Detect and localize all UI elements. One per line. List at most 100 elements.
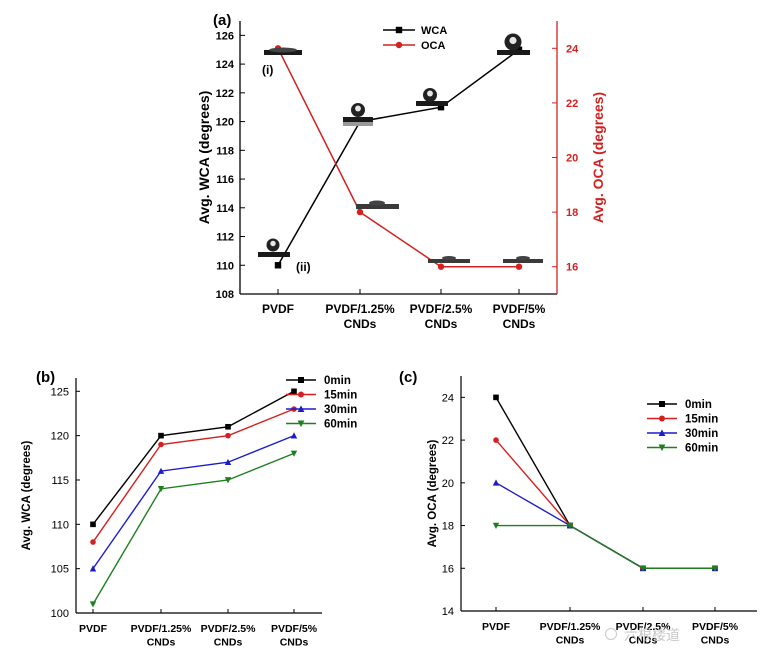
y-tick-label: 105 [51, 564, 69, 576]
data-point-0min [493, 394, 499, 401]
legend-marker [658, 444, 666, 452]
substrate-image [428, 259, 470, 263]
data-point-60min [492, 522, 500, 529]
x-tick-label: CNDs [147, 637, 176, 649]
y-tick-label: 112 [216, 232, 234, 244]
panel-label: (a) [213, 12, 231, 29]
legend-label: 60min [324, 419, 357, 431]
x-tick-label: PVDF [79, 623, 108, 635]
data-point-15min [225, 432, 231, 439]
data-point-oca [437, 263, 445, 270]
flat-droplet-image [516, 256, 530, 260]
data-point-oca [515, 263, 523, 270]
legend-label: 15min [324, 390, 357, 402]
data-point-30min [89, 565, 97, 572]
x-tick-label: PVDF/1.25% [325, 302, 395, 316]
data-point-60min [711, 565, 719, 572]
data-point-0min [291, 388, 297, 395]
legend-marker [395, 41, 403, 49]
series-line-0min [495, 397, 715, 569]
data-point-60min [566, 522, 574, 529]
y-right-tick-label: 16 [566, 262, 578, 274]
y-tick-label: 114 [216, 203, 235, 215]
chart-panel-b: 100 105 110 115 120 125 PVDF PVDF/1.25% CNDs PVDF… [21, 369, 357, 649]
data-point-60min [224, 477, 232, 484]
y-axis-label: Avg. WCA (degrees) [21, 440, 33, 550]
legend-label: 30min [685, 428, 718, 440]
substrate-image [356, 204, 399, 209]
data-point-wca [274, 262, 282, 269]
legend-marker [297, 420, 305, 428]
y-axis-right-label: Avg. OCA (degrees) [590, 92, 606, 223]
flat-droplet-image [442, 256, 456, 260]
data-point-oca [356, 208, 364, 216]
x-tick-label: PVDF/1.25% [540, 621, 601, 633]
x-tick-label: PVDF/2.5% [201, 623, 257, 635]
data-point-30min [224, 458, 232, 466]
y-tick-label: 108 [216, 289, 234, 301]
series-line-60min [92, 452, 295, 605]
panel-label: (b) [36, 369, 55, 386]
y-tick-label: 122 [216, 88, 234, 100]
data-point-60min [157, 486, 165, 493]
annotation-label: (i) [262, 63, 273, 77]
legend-label: 60min [685, 443, 718, 455]
x-tick-label: PVDF/1.25% [131, 623, 192, 635]
y-right-tick-label: 24 [566, 43, 579, 55]
chart-panel-c: 14 16 18 20 22 24 PVDF PVDF/1.25% CNDs PVDF/2.5% C… [399, 369, 757, 647]
y-tick-label: 118 [216, 145, 234, 157]
y-tick-label: 100 [51, 608, 69, 620]
annotation-label: (ii) [296, 260, 311, 274]
legend-marker [297, 405, 305, 412]
y-tick-label: 120 [51, 431, 69, 443]
x-tick-label: CNDs [344, 317, 377, 331]
legend-label: 15min [685, 414, 718, 426]
data-point-60min [290, 450, 298, 457]
data-point-30min [157, 467, 165, 474]
x-tick-label: PVDF/5% [493, 302, 546, 316]
watermark-logo-icon [604, 627, 618, 641]
data-point-wca [437, 104, 445, 111]
droplet-image-highlight [509, 36, 517, 45]
y-tick-label: 125 [51, 386, 69, 398]
data-point-0min [225, 423, 231, 430]
data-point-0min [158, 432, 164, 439]
y-right-tick-label: 18 [566, 207, 578, 219]
y-tick-label: 110 [216, 260, 234, 272]
x-tick-label: CNDs [701, 635, 730, 647]
x-tick-label: CNDs [214, 637, 243, 649]
y-axis-label: Avg. WCA (degrees) [196, 91, 212, 225]
y-tick-label: 14 [442, 606, 454, 618]
series-line-15min [92, 408, 295, 543]
legend-label: WCA [421, 25, 447, 37]
droplet-image-highlight [427, 90, 433, 97]
series-line-60min [496, 524, 715, 569]
flat-droplet-image [269, 47, 297, 53]
flat-droplet-image [369, 200, 385, 206]
x-tick-label: CNDs [425, 317, 458, 331]
legend-label: 0min [685, 399, 712, 411]
legend-marker [659, 401, 665, 407]
watermark-text: 六根楼道 [624, 627, 680, 643]
series-line-0min [92, 390, 295, 525]
x-tick-label: CNDs [280, 637, 309, 649]
y-tick-label: 20 [442, 478, 454, 490]
y-tick-label: 120 [216, 117, 234, 129]
y-tick-label: 22 [442, 435, 454, 447]
x-tick-label: CNDs [503, 317, 536, 331]
substrate-image [503, 259, 543, 263]
data-point-60min [639, 565, 647, 572]
substrate-image [497, 50, 530, 55]
y-tick-label: 24 [442, 392, 454, 404]
legend-marker [659, 415, 665, 422]
data-point-wca [515, 46, 523, 53]
substrate-image [258, 252, 290, 257]
series-line-15min [495, 439, 715, 569]
legend-label: OCA [421, 40, 446, 52]
x-tick-label: CNDs [556, 635, 585, 647]
y-axis-label: Avg. OCA (degrees) [427, 439, 439, 547]
legend-label: 30min [324, 404, 357, 416]
x-tick-label: PVDF/2.5% [410, 302, 473, 316]
data-point-15min [158, 441, 164, 448]
